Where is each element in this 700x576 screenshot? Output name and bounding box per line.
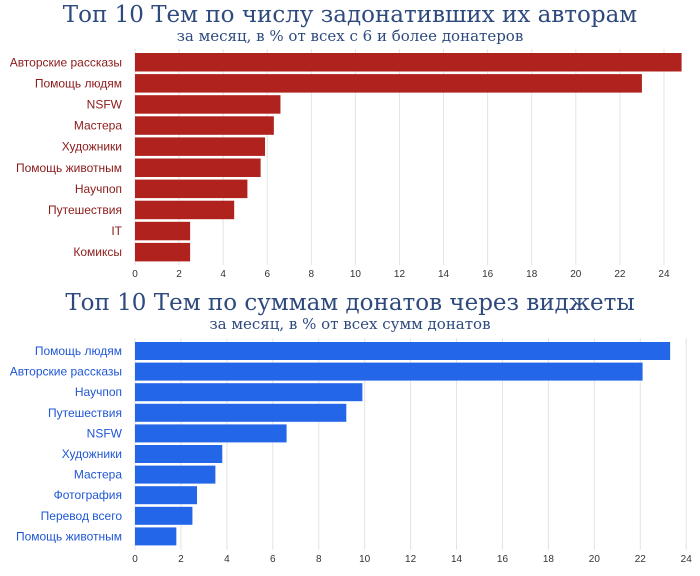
bar [135,221,191,241]
category-label: Помощь людям [35,76,122,90]
x-tick-label: 20 [589,554,601,565]
bar [135,53,682,72]
x-tick-label: 2 [178,554,184,565]
x-tick-label: 12 [394,269,406,280]
chart-1-title: Топ 10 Тем по числу задонативших их авто… [62,2,638,28]
bar [135,242,191,262]
x-tick-label: 24 [681,554,693,565]
category-label: IT [111,224,122,238]
x-tick-label: 16 [482,269,494,280]
category-label: Авторские рассказы [10,365,122,379]
x-tick-label: 2 [176,269,182,280]
bar [135,465,216,484]
x-tick-label: 16 [497,554,509,565]
x-tick-label: 0 [132,269,138,280]
x-tick-label: 18 [526,269,538,280]
category-label: NSFW [87,426,123,440]
x-tick-label: 10 [359,554,371,565]
chart-2-title: Топ 10 Тем по суммам донатов через видже… [65,290,635,316]
x-tick-label: 20 [570,269,582,280]
bar [135,445,223,463]
category-label: Путешествия [48,203,122,217]
category-label: Комиксы [73,245,122,259]
x-tick-label: 8 [309,269,315,280]
category-label: Мастера [74,119,123,133]
x-tick-label: 18 [543,554,555,565]
bar [135,342,671,360]
x-tick-label: 0 [132,554,138,565]
category-label: NSFW [87,97,123,111]
category-label: Художники [62,140,122,154]
x-tick-label: 24 [658,269,670,280]
x-tick-label: 8 [316,554,322,565]
category-label: Помощь животным [16,529,122,543]
bar [135,116,274,135]
category-label: Научпоп [75,385,122,399]
bar [135,158,261,177]
category-label: Перевод всего [41,509,123,523]
bar [135,362,643,381]
category-label: Мастера [74,468,123,482]
bar [135,179,248,199]
category-label: Художники [62,447,122,461]
x-tick-label: 22 [614,269,626,280]
bar [135,74,642,93]
category-label: Научпоп [75,182,122,196]
bar [135,383,363,402]
x-tick-label: 14 [438,269,450,280]
category-label: Путешествия [48,406,122,420]
x-tick-label: 6 [270,554,276,565]
x-tick-label: 10 [350,269,362,280]
bar [135,137,266,156]
category-label: Помощь людям [35,344,122,358]
bar [135,486,198,505]
x-tick-label: 6 [264,269,270,280]
x-tick-label: 4 [220,269,226,280]
bar [135,424,287,443]
category-label: Авторские рассказы [10,55,122,69]
x-tick-label: 4 [224,554,230,565]
category-label: Помощь животным [16,161,122,175]
chart-1-subtitle: за месяц, в % от всех с 6 и более донате… [176,27,524,45]
bar [135,527,177,546]
bar [135,200,235,220]
bar [135,506,193,525]
chart-2-subtitle: за месяц, в % от всех сумм донатов [209,315,491,333]
x-tick-label: 14 [451,554,463,565]
x-tick-label: 12 [405,554,417,565]
x-tick-label: 22 [635,554,647,565]
category-label: Фотография [54,488,122,502]
bar [135,95,281,114]
bar [135,403,347,422]
